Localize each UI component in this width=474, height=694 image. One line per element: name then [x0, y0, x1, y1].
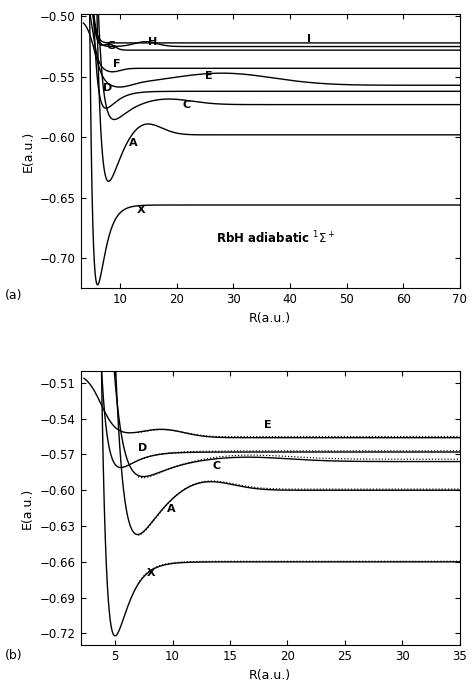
Text: E: E [205, 71, 213, 81]
Y-axis label: E(a.u.): E(a.u.) [21, 487, 34, 529]
Text: H: H [148, 37, 158, 47]
Text: A: A [128, 137, 137, 148]
Text: D: D [138, 443, 147, 452]
Text: X: X [147, 568, 156, 578]
Text: I: I [307, 34, 311, 44]
Text: G: G [106, 41, 115, 51]
Y-axis label: E(a.u.): E(a.u.) [21, 130, 34, 172]
Text: D: D [103, 83, 112, 93]
Text: C: C [213, 461, 221, 471]
Text: A: A [167, 504, 175, 514]
Text: (a): (a) [5, 289, 22, 303]
X-axis label: R(a.u.): R(a.u.) [249, 312, 291, 325]
Text: F: F [113, 59, 121, 69]
Text: X: X [137, 205, 146, 215]
Text: E: E [264, 420, 272, 430]
Text: RbH adiabatic $^1\Sigma^+$: RbH adiabatic $^1\Sigma^+$ [217, 230, 336, 246]
X-axis label: R(a.u.): R(a.u.) [249, 669, 291, 682]
Text: (b): (b) [5, 649, 22, 662]
Text: C: C [182, 100, 191, 110]
